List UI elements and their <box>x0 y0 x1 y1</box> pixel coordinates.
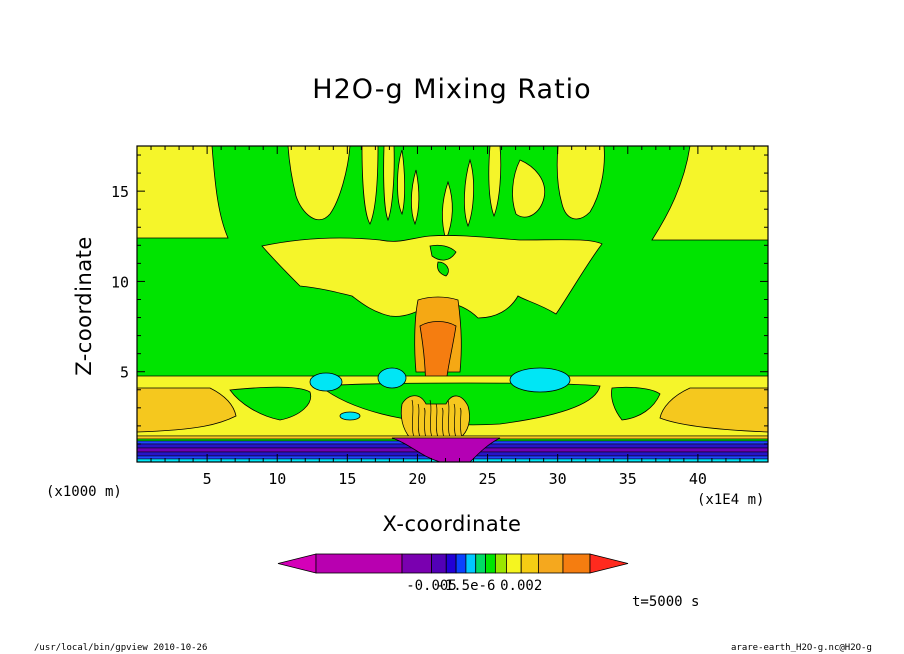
y-tick-label: 5 <box>120 364 129 382</box>
y-axis: 5 10 15 <box>111 154 768 445</box>
bottom-core <box>391 437 501 462</box>
colorbar-label: -1.5e-6 <box>436 578 495 594</box>
lower-green-2 <box>611 386 661 421</box>
x-unit-note: (x1000 m) <box>46 484 122 500</box>
colorbar-under-triangle <box>277 553 317 574</box>
x-tick-label: 30 <box>549 470 567 488</box>
lower-right-gold <box>659 387 768 433</box>
x-tick-label: 25 <box>479 470 497 488</box>
cyan-blob-2 <box>377 367 407 389</box>
file-reference: arare-earth_H2O-g.nc@H2O-g <box>731 643 872 653</box>
x-axis: 5 10 15 20 25 30 35 40 <box>150 146 755 488</box>
y-tick-label: 10 <box>111 273 129 291</box>
contour-finger-8 <box>488 146 502 218</box>
plot-frame <box>136 145 769 463</box>
turbulence-line-3 <box>423 407 427 439</box>
colorbar: -0.005-1.5e-6 0.002 <box>277 553 629 594</box>
x-tick-label: 10 <box>268 470 286 488</box>
contour-finger-10 <box>556 146 605 220</box>
colorbar-segment <box>562 553 591 574</box>
turbulence-line-8 <box>453 403 457 439</box>
contour-finger-1 <box>287 146 351 221</box>
contour-notch-2 <box>437 261 449 277</box>
colorbar-label: -0.005 <box>406 578 457 594</box>
turbulence-line-9 <box>459 407 463 439</box>
cyan-blob-4 <box>339 411 361 421</box>
contour-finger-2 <box>361 146 379 225</box>
program-path: /usr/local/bin/gpview 2010-10-26 <box>34 643 208 653</box>
lower-left-gold <box>137 387 237 433</box>
contour-finger-9 <box>512 159 546 218</box>
cyan-blob-3 <box>509 367 571 393</box>
x-tick-label: 35 <box>619 470 637 488</box>
colorbar-segment <box>475 553 486 574</box>
time-label: t=5000 s <box>632 594 700 610</box>
colorbar-segment <box>537 553 564 574</box>
x-scale-note: (x1E4 m) <box>697 492 765 508</box>
turbulence-line-2 <box>417 403 421 439</box>
lower-green-1 <box>229 386 312 421</box>
chart-title: H2O-g Mixing Ratio <box>312 74 592 105</box>
x-tick-label: 40 <box>689 470 707 488</box>
colorbar-segment <box>520 553 539 574</box>
turbulence-line-5 <box>435 403 439 439</box>
x-axis-label: X-coordinate <box>382 512 522 536</box>
colorbar-segment <box>431 553 447 574</box>
colorbar-segment <box>315 553 403 574</box>
x-tick-label: 5 <box>203 470 212 488</box>
x-tick-label: 15 <box>338 470 356 488</box>
turbulence-line-6 <box>441 407 445 439</box>
contour-upper-right <box>651 146 768 241</box>
contour-notch-1 <box>429 244 457 261</box>
colorbar-segment <box>494 553 507 574</box>
colorbar-segment <box>445 553 457 574</box>
contour-finger-4 <box>397 149 406 216</box>
colorbar-segment <box>455 553 467 574</box>
colorbar-segment <box>401 553 432 574</box>
cyan-blob-1 <box>309 372 343 392</box>
colorbar-label: 0.002 <box>500 578 542 594</box>
contour-upper-left <box>137 146 229 239</box>
colorbar-segment <box>465 553 477 574</box>
y-tick-label: 15 <box>111 183 129 201</box>
colorbar-segment <box>485 553 496 574</box>
contour-finger-7 <box>463 158 475 228</box>
contour-finger-3 <box>383 146 395 222</box>
turbulence-line-4 <box>429 399 433 439</box>
contour-field <box>137 146 768 462</box>
turbulence-line-7 <box>447 399 451 439</box>
y-axis-label: Z-coordinate <box>72 236 96 376</box>
colorbar-segment <box>506 553 522 574</box>
contour-finger-5 <box>410 169 420 226</box>
turbulence-line-1 <box>411 399 415 439</box>
colorbar-over-triangle <box>589 553 629 574</box>
x-tick-label: 20 <box>408 470 426 488</box>
contour-wing-band <box>261 235 603 319</box>
